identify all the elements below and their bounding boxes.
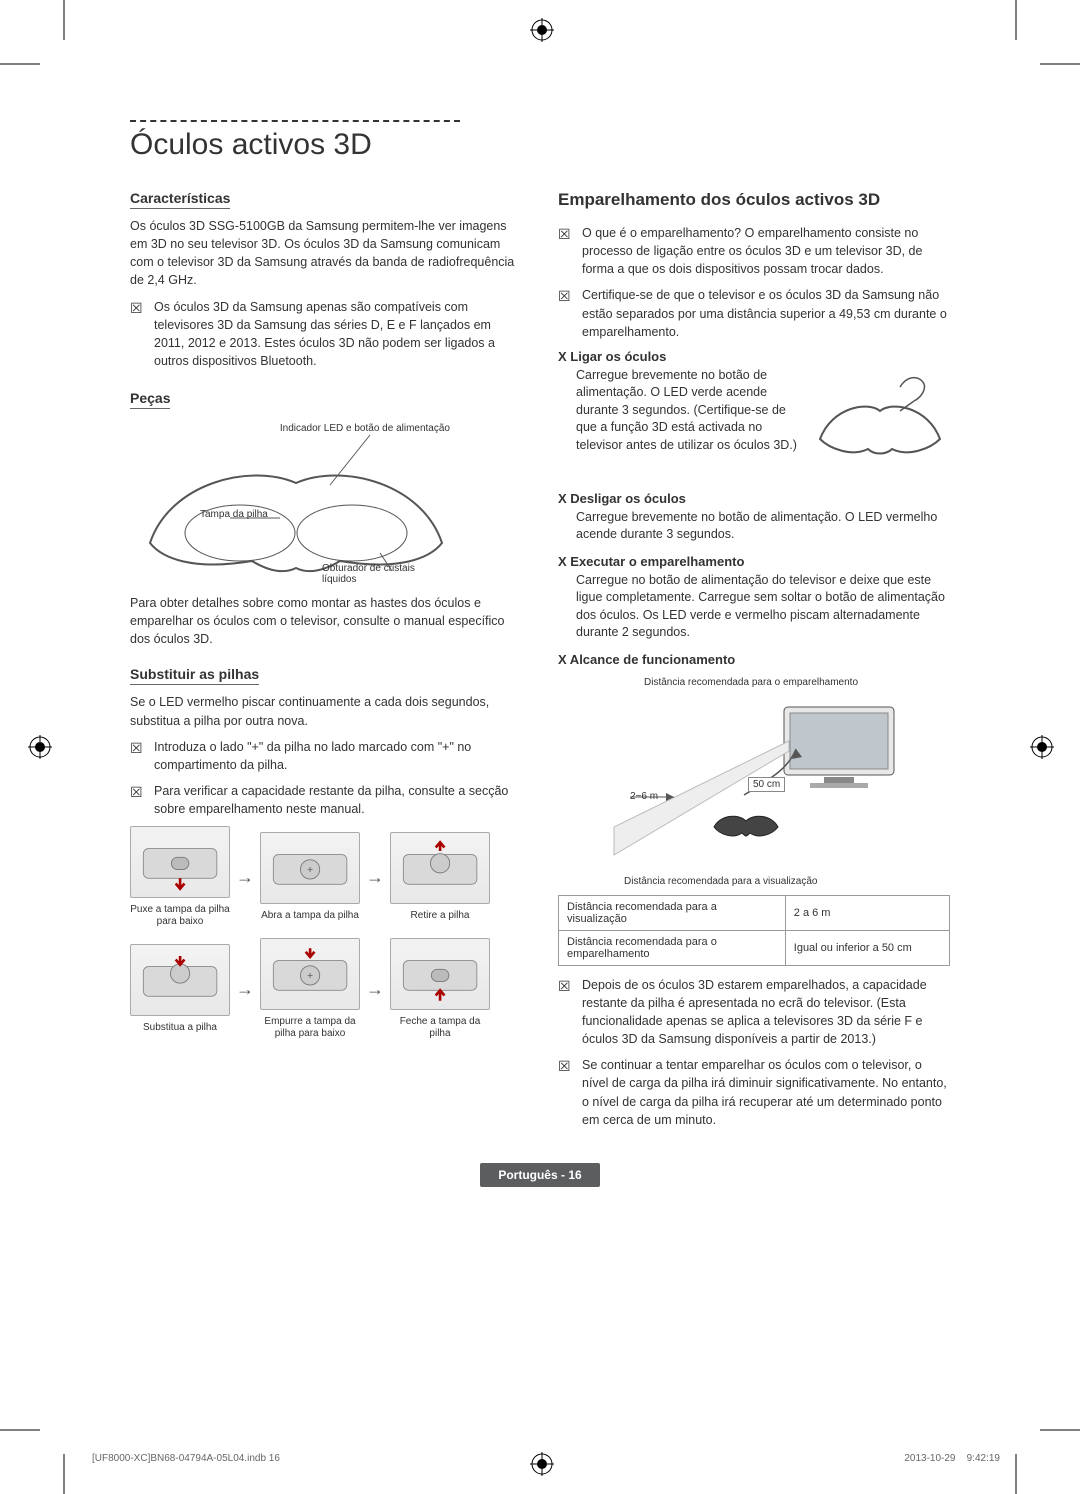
step-label: X Alcance de funcionamento [558, 652, 735, 667]
bullet-icon: ☒ [558, 286, 572, 340]
step-body: Carregue no botão de alimentação do tele… [576, 572, 950, 642]
range-label-bottom: Distância recomendada para a visualizaçã… [624, 876, 817, 887]
step-alcance: X Alcance de funcionamento [558, 652, 950, 667]
battery-step-2: + Abra a tampa da pilha [260, 832, 360, 922]
battery-row-2: Substitua a pilha → + Empurre a tampa da… [130, 938, 522, 1040]
arrow-icon: → [366, 867, 384, 888]
table-row: Distância recomendada para o emparelhame… [559, 930, 950, 965]
range-label-top: Distância recomendada para o emparelhame… [644, 677, 858, 688]
battery-caption-5: Empurre a tampa da pilha para baixo [260, 1016, 360, 1040]
meta-time: 9:42:19 [967, 1453, 1000, 1464]
battery-caption-6: Feche a tampa da pilha [390, 1016, 490, 1040]
paragraph-substituir: Se o LED vermelho piscar continuamente a… [130, 693, 522, 729]
meta-date: 2013-10-29 [904, 1453, 955, 1464]
arrow-icon: → [236, 979, 254, 1000]
battery-caption-2: Abra a tampa da pilha [261, 910, 359, 922]
heading-pecas: Peças [130, 390, 170, 409]
registration-mark-left [28, 735, 52, 759]
step-label: X Ligar os óculos [558, 349, 666, 364]
diagram-label-obturador: Obturador de cristais líquidos [322, 563, 432, 585]
bullet-icon: ☒ [558, 976, 572, 1049]
battery-caption-4: Substitua a pilha [143, 1022, 217, 1034]
registration-mark-top [530, 18, 554, 42]
bottom-meta: [UF8000-XC]BN68-04794A-05L04.indb 16 201… [92, 1453, 1000, 1464]
step-label: X Desligar os óculos [558, 491, 686, 506]
bullet-emp-1: ☒ O que é o emparelhamento? O emparelham… [558, 224, 950, 278]
heading-emparelhamento: Emparelhamento dos óculos activos 3D [558, 190, 950, 210]
bullet-icon: ☒ [130, 782, 144, 818]
bullet-subst-1: ☒ Introduza o lado "+" da pilha no lado … [130, 738, 522, 774]
arrow-icon: → [366, 979, 384, 1000]
table-cell: Igual ou inferior a 50 cm [785, 930, 949, 965]
distance-table: Distância recomendada para a visualizaçã… [558, 895, 950, 966]
parts-diagram: Indicador LED e botão de alimentação Tam… [130, 423, 462, 588]
heading-substituir: Substituir as pilhas [130, 666, 259, 685]
bullet-icon: ☒ [558, 224, 572, 278]
step-desligar: X Desligar os óculos Carregue brevemente… [558, 491, 950, 544]
bullet-text: Depois de os óculos 3D estarem emparelha… [582, 976, 950, 1049]
step-executar: X Executar o emparelhamento Carregue no … [558, 554, 950, 642]
bullet-subst-2: ☒ Para verificar a capacidade restante d… [130, 782, 522, 818]
page-title: Óculos activos 3D [130, 128, 950, 162]
bullet-text: Se continuar a tentar emparelhar os ócul… [582, 1056, 950, 1129]
arrow-icon: → [236, 867, 254, 888]
battery-step-1: Puxe a tampa da pilha para baixo [130, 826, 230, 928]
title-rule [130, 120, 460, 122]
bullet-after-1: ☒ Depois de os óculos 3D estarem emparel… [558, 976, 950, 1049]
step-body: Carregue brevemente no botão de alimenta… [576, 509, 950, 544]
bullet-emp-2: ☒ Certifique-se de que o televisor e os … [558, 286, 950, 340]
table-cell: Distância recomendada para o emparelhame… [559, 930, 786, 965]
page-footer: Português - 16 [130, 1163, 950, 1187]
paragraph-caracteristicas: Os óculos 3D SSG-5100GB da Samsung permi… [130, 217, 522, 290]
footer-text: Português - 16 [480, 1163, 599, 1187]
bullet-text: Certifique-se de que o televisor e os óc… [582, 286, 950, 340]
bullet-compat: ☒ Os óculos 3D da Samsung apenas são com… [130, 298, 522, 371]
range-label-distance-view: 2~6 m [630, 791, 658, 802]
left-column: Características Os óculos 3D SSG-5100GB … [130, 190, 522, 1137]
paragraph-pecas: Para obter detalhes sobre como montar as… [130, 594, 522, 648]
bullet-icon: ☒ [130, 298, 144, 371]
diagram-label-led: Indicador LED e botão de alimentação [280, 423, 450, 434]
svg-text:+: + [307, 970, 313, 982]
battery-caption-3: Retire a pilha [411, 910, 470, 922]
battery-row-1: Puxe a tampa da pilha para baixo → + Abr… [130, 826, 522, 928]
bullet-text: O que é o emparelhamento? O emparelhamen… [582, 224, 950, 278]
bullet-icon: ☒ [130, 738, 144, 774]
heading-caracteristicas: Características [130, 190, 230, 209]
bullet-after-2: ☒ Se continuar a tentar emparelhar os óc… [558, 1056, 950, 1129]
bullet-text: Para verificar a capacidade restante da … [154, 782, 522, 818]
table-row: Distância recomendada para a visualizaçã… [559, 895, 950, 930]
battery-step-6: Feche a tampa da pilha [390, 938, 490, 1040]
battery-step-4: Substitua a pilha [130, 944, 230, 1034]
svg-text:+: + [307, 864, 313, 876]
meta-indb: [UF8000-XC]BN68-04794A-05L04.indb 16 [92, 1453, 280, 1464]
right-column: Emparelhamento dos óculos activos 3D ☒ O… [558, 190, 950, 1137]
range-diagram: Distância recomendada para o emparelhame… [574, 677, 934, 887]
battery-step-5: + Empurre a tampa da pilha para baixo [260, 938, 360, 1040]
registration-mark-right [1030, 735, 1054, 759]
glasses-hand-illustration [810, 367, 950, 467]
range-label-distance-pair: 50 cm [748, 777, 785, 792]
diagram-label-tampa: Tampa da pilha [200, 509, 268, 520]
step-label: X Executar o emparelhamento [558, 554, 744, 569]
bullet-text: Introduza o lado "+" da pilha no lado ma… [154, 738, 522, 774]
table-cell: Distância recomendada para a visualizaçã… [559, 895, 786, 930]
bullet-text: Os óculos 3D da Samsung apenas são compa… [154, 298, 522, 371]
table-cell: 2 a 6 m [785, 895, 949, 930]
step-ligar: X Ligar os óculos Carregue brevemente no… [558, 349, 950, 473]
bullet-icon: ☒ [558, 1056, 572, 1129]
battery-step-3: Retire a pilha [390, 832, 490, 922]
battery-caption-1: Puxe a tampa da pilha para baixo [130, 904, 230, 928]
